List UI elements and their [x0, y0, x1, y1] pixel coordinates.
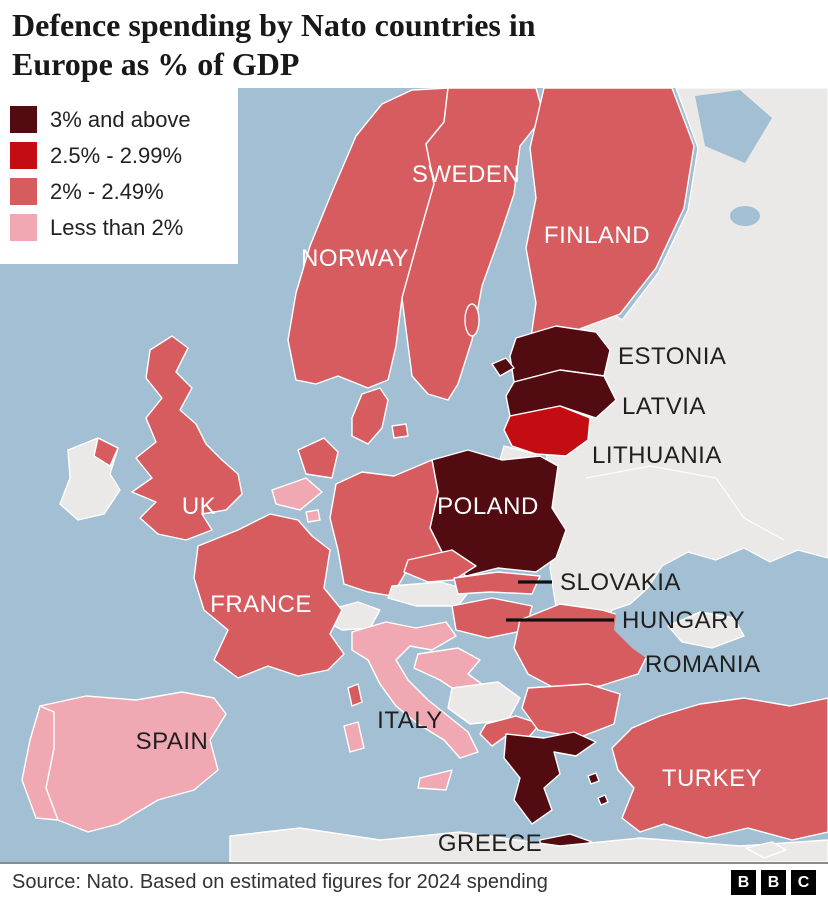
island-gotland: [464, 303, 480, 337]
island-sardinia: [343, 721, 365, 753]
europe-map: NORWAY SWEDEN FINLAND UK FRANCE POLAND T…: [0, 88, 828, 862]
island-corsica: [347, 683, 363, 707]
footer: Source: Nato. Based on estimated figures…: [0, 862, 828, 901]
country-latvia: [505, 369, 617, 419]
country-slovakia: [453, 571, 541, 595]
label-slovakia: SLOVAKIA: [560, 569, 681, 596]
legend-label: 3% and above: [50, 106, 191, 132]
peninsula-crimea: [667, 611, 745, 649]
country-northern-ireland: [93, 437, 119, 467]
label-turkey: TURKEY: [662, 765, 762, 792]
legend: 3% and above 2.5% - 2.99% 2% - 2.49% Les…: [0, 88, 238, 264]
bbc-logo-letter: C: [791, 870, 816, 895]
label-norway: NORWAY: [301, 245, 409, 272]
title-line2: Europe as % of GDP: [12, 46, 300, 83]
legend-label: 2% - 2.49%: [50, 178, 164, 204]
country-greece: [503, 731, 597, 825]
border-ukraine-russia: [715, 477, 785, 541]
country-bulgaria: [521, 683, 621, 739]
country-italy: [351, 621, 479, 759]
island-cyprus: [745, 841, 787, 859]
title-line1: Defence spending by Nato countries in: [12, 7, 536, 43]
label-france: FRANCE: [210, 591, 312, 618]
legend-swatch-2-5-to-2-99: [10, 142, 37, 169]
label-latvia: LATVIA: [622, 393, 706, 420]
island-sicily: [417, 769, 453, 791]
legend-label: 2.5% - 2.99%: [50, 142, 183, 168]
country-portugal: [21, 705, 59, 821]
legend-row: 3% and above: [10, 106, 238, 133]
label-lithuania: LITHUANIA: [592, 442, 722, 469]
legend-swatch-less-than-2: [10, 214, 37, 241]
label-sweden: SWEDEN: [412, 161, 520, 188]
legend-row: Less than 2%: [10, 214, 238, 241]
source-note: Source: Nato. Based on estimated figures…: [12, 871, 548, 893]
legend-label: Less than 2%: [50, 214, 184, 240]
country-netherlands: [297, 437, 339, 479]
label-italy: ITALY: [377, 707, 443, 734]
label-estonia: ESTONIA: [618, 343, 726, 370]
country-belgium: [271, 477, 323, 511]
legend-row: 2.5% - 2.99%: [10, 142, 238, 169]
legend-swatch-3-and-above: [10, 106, 37, 133]
country-estonia-islands: [491, 357, 515, 377]
map-canvas: NORWAY SWEDEN FINLAND UK FRANCE POLAND T…: [0, 88, 828, 862]
label-uk: UK: [182, 493, 216, 520]
label-poland: POLAND: [437, 493, 539, 520]
label-spain: SPAIN: [136, 728, 209, 755]
lake-ladoga: [730, 206, 760, 226]
legend-swatch-2-to-2-49: [10, 178, 37, 205]
country-denmark: [351, 387, 389, 445]
country-sweden: [401, 88, 545, 401]
label-greece: GREECE: [438, 830, 542, 857]
aegean-islands: [587, 772, 609, 806]
label-finland: FINLAND: [544, 222, 650, 249]
country-france: [193, 513, 345, 679]
border-belarus-ukraine: [585, 465, 717, 479]
page-title: Defence spending by Nato countries in Eu…: [12, 6, 772, 84]
legend-row: 2% - 2.49%: [10, 178, 238, 205]
bbc-logo-letter: B: [761, 870, 786, 895]
label-hungary: HUNGARY: [622, 607, 745, 634]
white-sea: [695, 90, 772, 163]
label-romania: ROMANIA: [645, 651, 761, 678]
country-lithuania: [503, 405, 591, 457]
bbc-logo: B B C: [731, 870, 828, 895]
country-uk: [131, 335, 243, 541]
north-africa-coast: [229, 827, 828, 862]
country-turkey: [611, 697, 828, 841]
bbc-logo-letter: B: [731, 870, 756, 895]
country-denmark-islands: [391, 423, 409, 439]
country-luxembourg: [305, 509, 321, 523]
